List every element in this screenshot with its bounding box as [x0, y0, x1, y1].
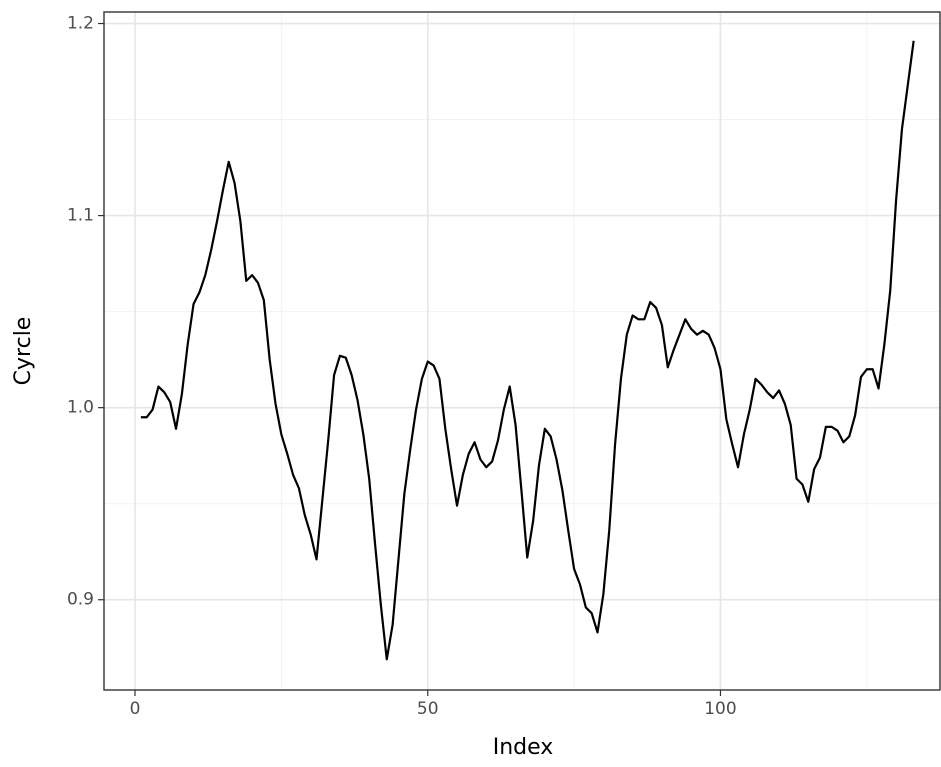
y-tick-label: 1.2 [67, 14, 94, 34]
x-tick-label: 100 [704, 699, 736, 719]
y-axis-label: Cyrcle [11, 317, 36, 386]
x-tick-label: 0 [130, 699, 141, 719]
y-tick-label: 1.0 [67, 398, 94, 418]
y-tick-label: 0.9 [67, 590, 94, 610]
line [140, 40, 915, 661]
x-tick-label: 50 [417, 699, 439, 719]
y-tick-label: 1.1 [67, 206, 94, 226]
x-axis-label: Index [493, 735, 554, 760]
panel-border [103, 11, 941, 691]
